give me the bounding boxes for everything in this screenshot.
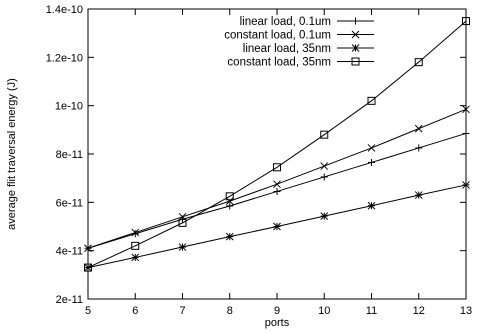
- data-point-series-2: [273, 180, 281, 189]
- data-point-series-1: [131, 230, 139, 238]
- x-tick-label: 12: [413, 305, 425, 317]
- y-tick-label: 1.4e-10: [46, 4, 83, 16]
- y-axis-label: average flit traversal energy (J): [6, 78, 18, 230]
- data-point-series-1: [415, 144, 423, 152]
- legend-label: linear load, 0.1um: [240, 16, 331, 28]
- x-tick-label: 11: [366, 305, 377, 317]
- x-axis-label: ports: [265, 317, 290, 329]
- data-point-series-2: [367, 144, 376, 152]
- data-point-series-2: [131, 228, 140, 237]
- legend-label: constant load, 0.1um: [224, 30, 331, 42]
- data-point-series-4: [367, 96, 376, 105]
- x-tick-label: 7: [179, 305, 185, 317]
- data-point-series-4: [131, 241, 140, 250]
- x-tick-label: 10: [318, 305, 330, 317]
- data-point-series-2: [320, 162, 329, 170]
- data-point-series-2: [414, 124, 423, 133]
- y-tick-label: 1.2e-10: [46, 52, 83, 64]
- data-point-series-2: [225, 197, 234, 205]
- data-point-series-3: [414, 191, 423, 199]
- data-point-series-3: [131, 253, 140, 262]
- data-point-series-4: [320, 130, 329, 139]
- y-tick-label: 1e-10: [55, 101, 83, 113]
- data-point-series-4: [414, 58, 423, 67]
- x-tick-label: 8: [227, 305, 233, 317]
- data-point-series-1: [226, 202, 234, 210]
- legend-label: constant load, 35nm: [227, 57, 331, 69]
- y-tick-label: 6e-11: [56, 197, 83, 209]
- data-point-series-3: [225, 232, 234, 241]
- legend-marker: [351, 44, 360, 52]
- series-line-4: [87, 20, 467, 269]
- x-tick-label: 13: [460, 305, 472, 317]
- data-point-series-3: [320, 212, 329, 220]
- y-tick-label: 2e-11: [56, 294, 83, 306]
- legend-marker: [351, 30, 360, 39]
- data-point-series-4: [273, 163, 281, 172]
- x-tick-label: 6: [132, 305, 138, 317]
- data-point-series-1: [320, 173, 328, 181]
- data-point-series-4: [225, 192, 234, 201]
- legend-marker: [352, 17, 359, 25]
- legend-marker: [351, 57, 360, 66]
- data-point-series-3: [367, 201, 376, 210]
- x-tick-label: 9: [274, 305, 280, 317]
- plot-frame: [87, 8, 467, 300]
- legend-label: linear load, 35nm: [243, 43, 331, 55]
- y-tick-label: 4e-11: [56, 246, 83, 258]
- data-point-series-3: [273, 222, 281, 231]
- data-point-series-1: [368, 158, 375, 166]
- x-tick-label: 5: [85, 305, 91, 317]
- legend: linear load, 0.1um constant load, 0.1umli…: [224, 16, 374, 69]
- y-tick-label: 8e-11: [56, 149, 83, 161]
- data-point-series-3: [178, 243, 187, 251]
- data-point-series-1: [273, 187, 281, 195]
- data-point-series-4: [178, 218, 187, 227]
